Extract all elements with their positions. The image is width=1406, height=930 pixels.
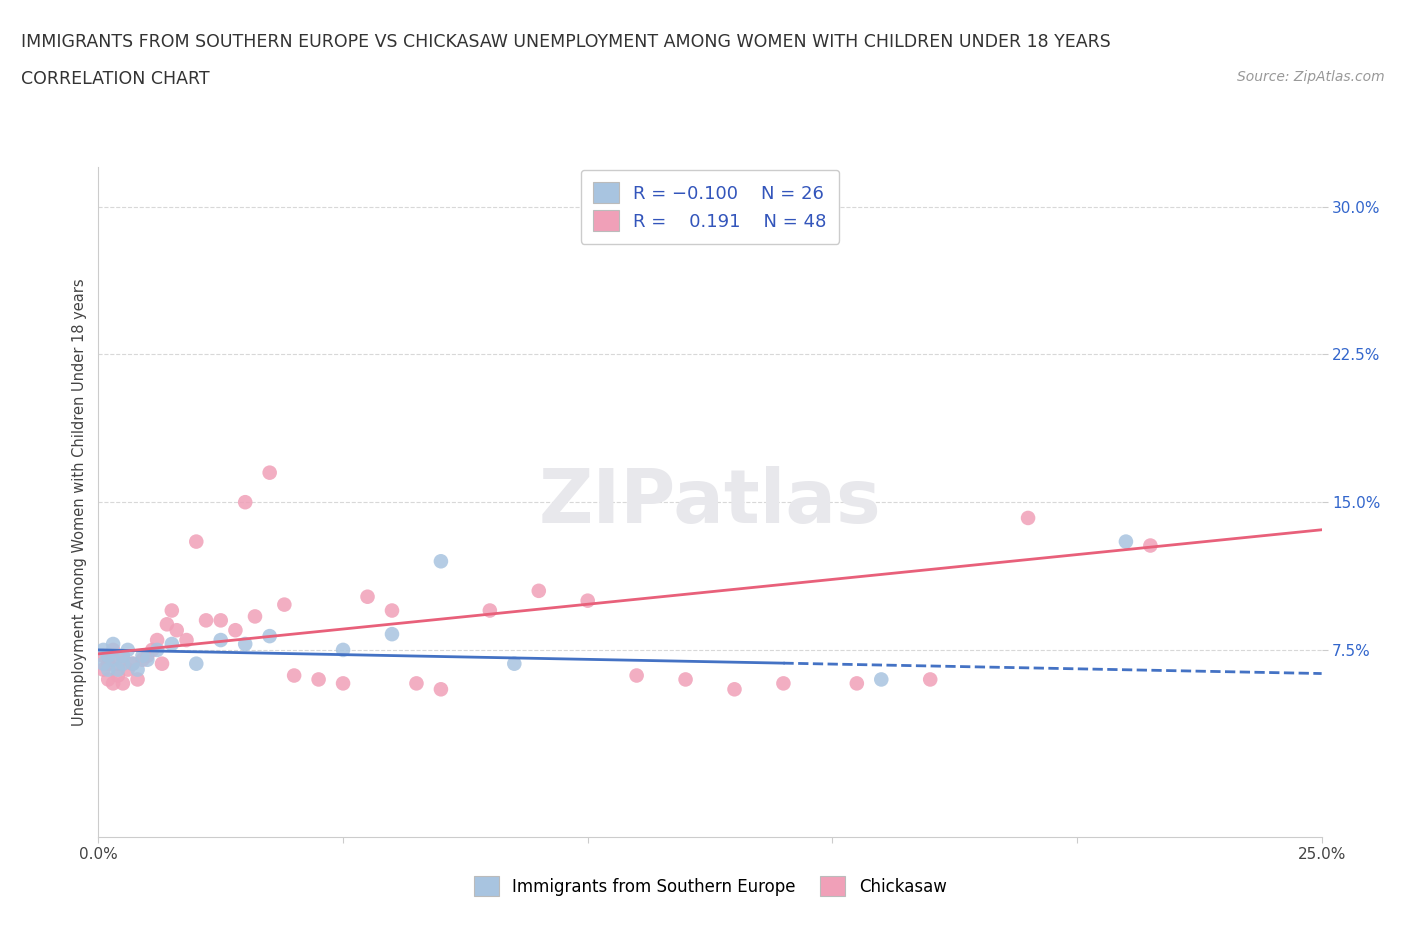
Point (166, 623, 188, 638)
Point (107, 657, 129, 671)
Text: Source: ZipAtlas.com: Source: ZipAtlas.com (1237, 70, 1385, 84)
Point (381, 627, 404, 642)
Point (1139, 538, 1161, 553)
Point (233, 495, 256, 510)
Point (405, 676, 427, 691)
Point (111, 676, 134, 691)
Point (224, 623, 246, 638)
Point (107, 662, 129, 677)
Point (91, 657, 114, 671)
Point (675, 672, 697, 687)
Point (131, 648, 153, 663)
Point (176, 632, 198, 647)
Point (381, 603, 404, 618)
Point (91, 643, 114, 658)
Point (107, 668, 129, 683)
Point (186, 534, 208, 549)
Point (1017, 511, 1039, 525)
Point (160, 636, 183, 651)
Text: IMMIGRANTS FROM SOUTHERN EUROPE VS CHICKASAW UNEMPLOYMENT AMONG WOMEN WITH CHILD: IMMIGRANTS FROM SOUTHERN EUROPE VS CHICK… (21, 33, 1111, 50)
Point (91, 662, 114, 677)
Point (101, 636, 124, 651)
Point (356, 590, 378, 604)
Point (111, 657, 134, 671)
Point (209, 632, 232, 647)
Point (259, 629, 281, 644)
Point (111, 648, 134, 663)
Point (332, 676, 354, 691)
Point (209, 613, 232, 628)
Point (117, 643, 139, 658)
Point (1115, 534, 1137, 549)
Point (430, 682, 453, 697)
Point (136, 652, 159, 667)
Point (136, 648, 159, 663)
Point (920, 672, 942, 687)
Point (121, 657, 143, 671)
Point (772, 676, 794, 691)
Point (146, 632, 169, 647)
Point (101, 652, 124, 667)
Point (156, 617, 179, 631)
Point (503, 657, 526, 671)
Legend: Immigrants from Southern Europe, Chickasaw: Immigrants from Southern Europe, Chickas… (460, 863, 960, 909)
Point (195, 613, 218, 628)
Point (186, 657, 208, 671)
Point (259, 465, 281, 480)
Point (243, 609, 266, 624)
Point (91, 648, 114, 663)
Point (97, 662, 120, 677)
Point (150, 657, 173, 671)
Point (273, 597, 295, 612)
Point (283, 668, 305, 683)
Point (97, 648, 120, 663)
Point (870, 672, 893, 687)
Point (233, 636, 256, 651)
Point (430, 554, 453, 569)
Point (332, 643, 354, 658)
Point (101, 676, 124, 691)
Point (626, 668, 648, 683)
Point (97, 672, 120, 687)
Point (111, 648, 134, 663)
Point (478, 603, 501, 618)
Point (101, 643, 124, 658)
Point (308, 672, 330, 687)
Point (141, 643, 163, 658)
Point (527, 583, 550, 598)
Point (121, 657, 143, 671)
Text: CORRELATION CHART: CORRELATION CHART (21, 70, 209, 87)
Point (117, 662, 139, 677)
Point (576, 593, 599, 608)
Point (127, 662, 149, 677)
Point (845, 676, 868, 691)
Point (160, 603, 183, 618)
Point (127, 672, 149, 687)
Point (131, 652, 153, 667)
Text: ZIPatlas: ZIPatlas (538, 466, 882, 538)
Point (723, 682, 745, 697)
Y-axis label: Unemployment Among Women with Children Under 18 years: Unemployment Among Women with Children U… (72, 278, 87, 726)
Point (97, 657, 120, 671)
Point (146, 643, 169, 658)
